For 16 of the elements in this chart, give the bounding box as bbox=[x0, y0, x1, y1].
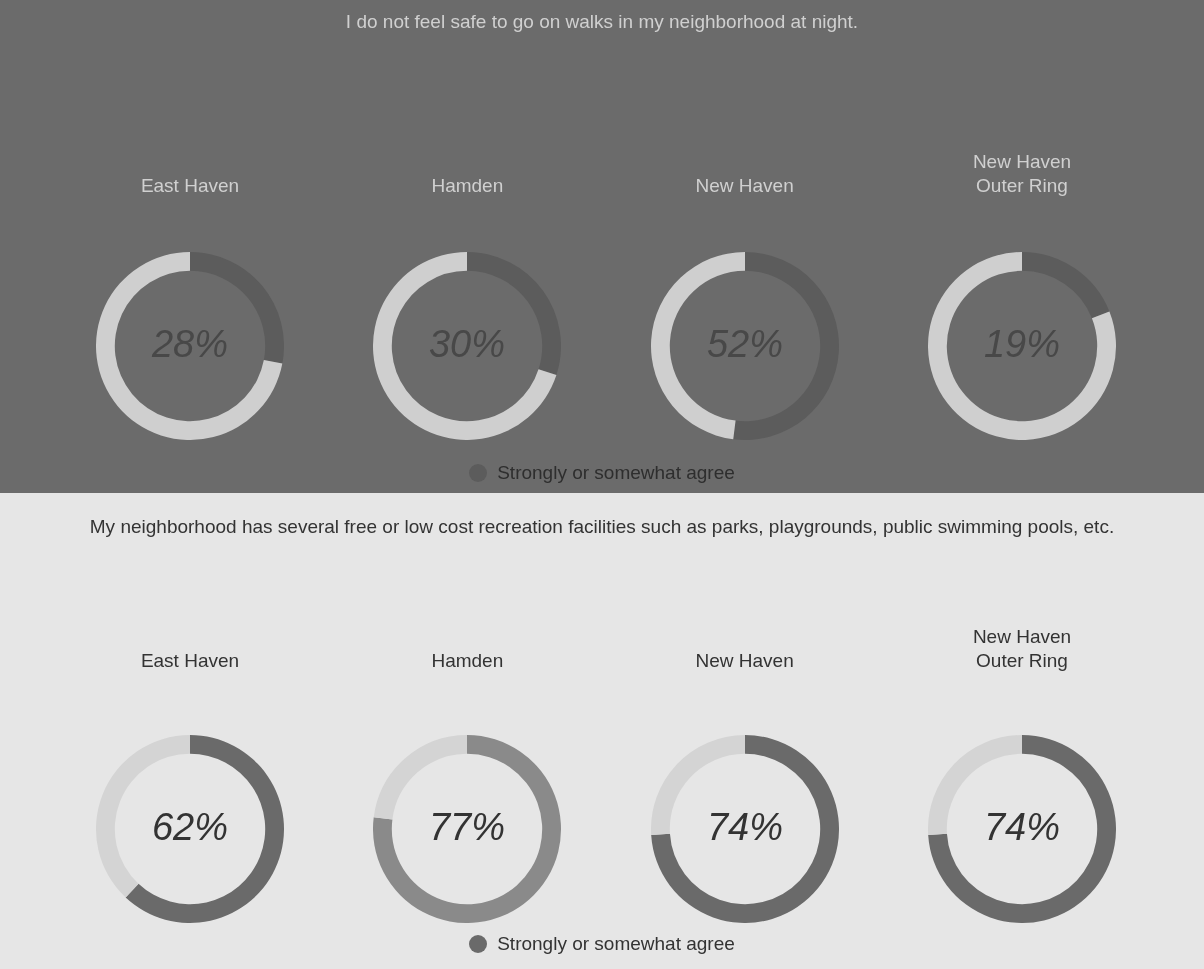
legend-label: Strongly or somewhat agree bbox=[497, 933, 735, 955]
chart-title: Hamden bbox=[431, 649, 504, 673]
chart-title: Hamden bbox=[431, 174, 504, 198]
data-label: 74% bbox=[983, 805, 1061, 848]
text: My neighborhood has several free or low cost recreation facilities such as parks, playgrounds, public swimming pools, etc. bbox=[89, 516, 1115, 537]
data-label: 74% bbox=[706, 805, 783, 848]
data-label: 77% bbox=[429, 805, 506, 848]
chart-title: East Haven bbox=[140, 649, 240, 673]
chart-title: New Haven bbox=[695, 649, 794, 673]
chart-title: New Haven bbox=[695, 174, 794, 198]
chart-title: New Haven Outer Ring bbox=[972, 625, 1072, 673]
chart-title: East Haven bbox=[140, 174, 240, 198]
data-label: 62% bbox=[151, 805, 229, 848]
text: I do not feel safe to go on walks in my neighborhood at night. bbox=[345, 11, 859, 32]
chart-title: New Haven Outer Ring bbox=[972, 150, 1072, 198]
legend-label: Strongly or somewhat agree bbox=[497, 462, 735, 484]
